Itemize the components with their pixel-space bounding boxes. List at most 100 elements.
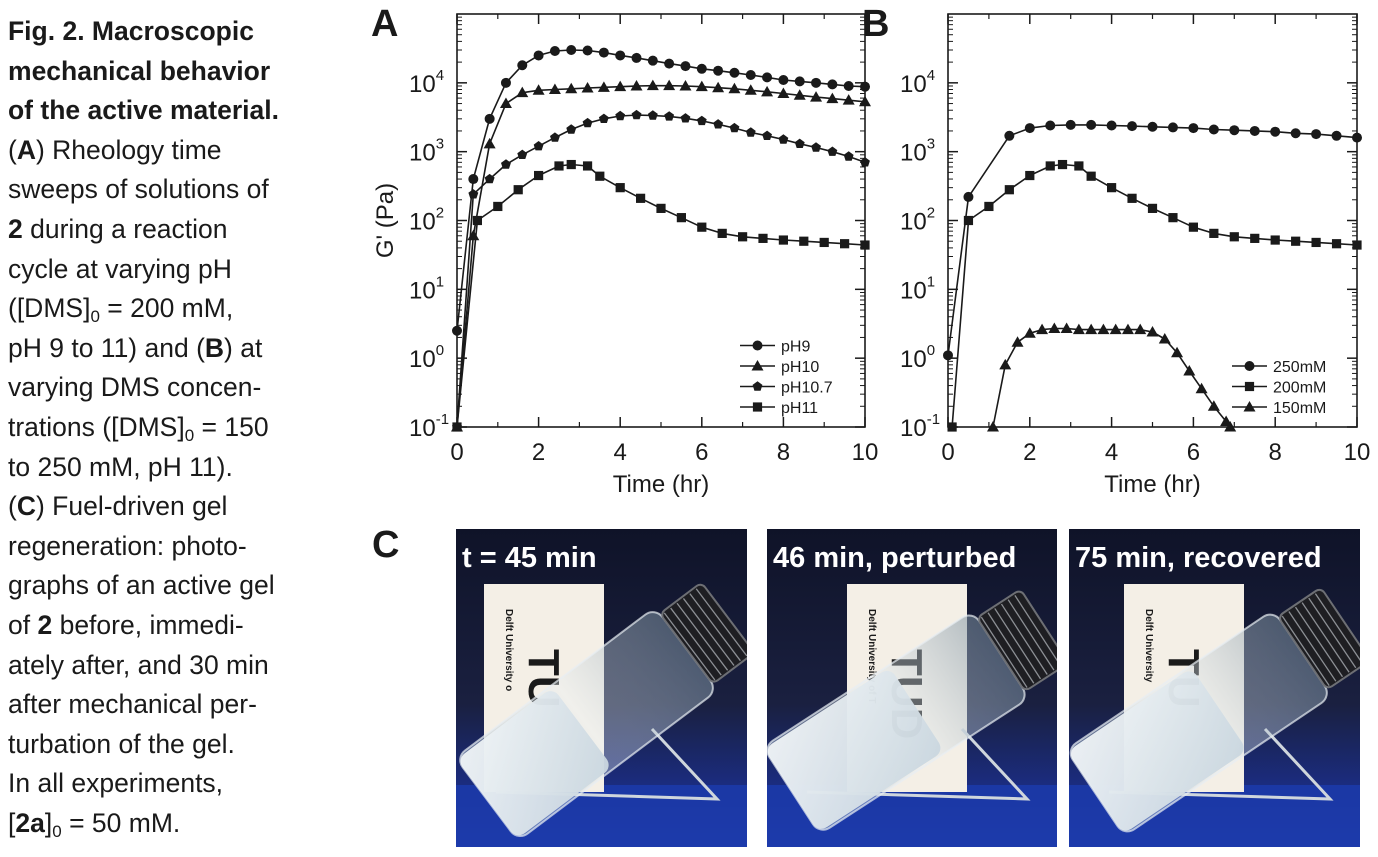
y-tick-label: 102	[409, 205, 444, 236]
caption-text: ) at	[224, 332, 263, 363]
data-point	[1025, 170, 1035, 181]
data-point	[452, 422, 462, 432]
legend-label: 200mM	[1273, 380, 1326, 397]
cap-ridge	[987, 612, 1035, 684]
caption-text: (	[8, 134, 17, 165]
series-line	[456, 163, 866, 428]
data-point	[1311, 129, 1322, 140]
data-point	[1036, 323, 1049, 335]
y-tick-exponent: 1	[436, 273, 444, 290]
panel-letter: B	[862, 3, 889, 45]
data-point	[1291, 236, 1301, 246]
data-point	[513, 185, 523, 195]
data-point	[554, 161, 564, 171]
data-point	[745, 69, 756, 80]
data-point	[1097, 323, 1110, 335]
y-tick-base: 10	[409, 346, 436, 373]
caption-text: 2a	[15, 807, 45, 838]
data-point	[636, 193, 646, 203]
legend-label: pH10.7	[781, 380, 833, 397]
series-200mM	[947, 159, 1362, 432]
data-point	[646, 79, 659, 91]
legend-marker	[751, 360, 764, 371]
data-point	[717, 228, 727, 238]
cap-ridge	[689, 593, 741, 662]
data-point	[729, 67, 740, 78]
data-point	[1183, 365, 1196, 376]
legend-marker	[1243, 401, 1256, 412]
data-point	[548, 83, 561, 95]
data-point	[1024, 123, 1035, 134]
data-point	[483, 137, 496, 149]
data-point	[615, 50, 626, 61]
data-point	[1352, 240, 1362, 250]
caption-line-12: graphs of an active gel	[8, 566, 338, 606]
data-point	[778, 134, 789, 144]
data-point	[1158, 332, 1171, 344]
x-tick-label: 8	[1269, 439, 1282, 466]
data-point	[582, 45, 593, 56]
data-point	[819, 237, 829, 248]
y-tick-exponent: -1	[927, 411, 940, 428]
data-point	[1290, 128, 1301, 139]
caption-text: varying DMS concen-	[8, 372, 262, 403]
y-tick-label: 101	[409, 273, 444, 304]
vial	[767, 590, 1057, 831]
data-point	[598, 47, 609, 58]
data-point	[777, 87, 790, 98]
caption-text: In all experiments,	[8, 768, 224, 799]
data-point	[713, 65, 724, 76]
caption-line-17: In all experiments,	[8, 764, 338, 804]
caption-text: C	[16, 491, 36, 522]
data-point	[676, 213, 686, 223]
data-point	[811, 77, 822, 88]
data-point	[729, 122, 740, 133]
cap-ridge	[1014, 594, 1057, 667]
vial-cap	[661, 583, 747, 683]
data-point	[1224, 421, 1237, 432]
data-point	[663, 79, 676, 91]
data-point	[1121, 323, 1134, 335]
caption-text: graphs of an active gel	[8, 570, 275, 601]
caption-text: after mechanical per-	[8, 689, 257, 720]
data-point	[1107, 183, 1117, 193]
data-point	[647, 110, 658, 120]
y-tick-base: 10	[900, 346, 927, 373]
data-point	[582, 117, 593, 128]
y-tick-label: 102	[900, 205, 935, 236]
data-point	[656, 203, 666, 213]
x-tick-label: 6	[695, 439, 708, 466]
vial-cap	[1279, 588, 1360, 689]
data-point	[1004, 185, 1014, 195]
caption-line-9: to 250 mM, pH 11).	[8, 448, 338, 488]
caption-text: (	[8, 491, 17, 522]
cap-ridge	[1000, 603, 1048, 675]
data-point	[664, 58, 675, 69]
y-tick-exponent: 4	[436, 67, 444, 84]
cap-ridge	[676, 602, 729, 671]
caption-text: = 150	[194, 411, 269, 442]
cap-ridge	[670, 607, 722, 676]
data-point	[984, 201, 994, 212]
cap-ridge	[1314, 593, 1360, 664]
data-point	[582, 161, 593, 171]
caption-line-4: cycle at varying pH	[8, 250, 338, 290]
photo-label: 46 min, perturbed	[773, 542, 1016, 574]
data-point	[1023, 327, 1036, 338]
x-tick-label: 0	[941, 439, 954, 466]
data-point	[860, 240, 870, 250]
legend-marker	[1244, 361, 1255, 371]
data-point	[1146, 325, 1159, 337]
data-point	[1147, 121, 1158, 132]
data-point	[794, 138, 805, 148]
y-axis-title: G' (Pa)	[372, 183, 399, 258]
data-point	[581, 82, 594, 93]
caption-text: 0	[184, 425, 195, 445]
y-tick-label: 100	[900, 342, 935, 373]
data-point	[533, 50, 544, 61]
data-point	[744, 84, 757, 95]
vial	[1069, 588, 1360, 833]
caption-text: 2	[8, 213, 23, 244]
data-point	[1250, 233, 1260, 243]
